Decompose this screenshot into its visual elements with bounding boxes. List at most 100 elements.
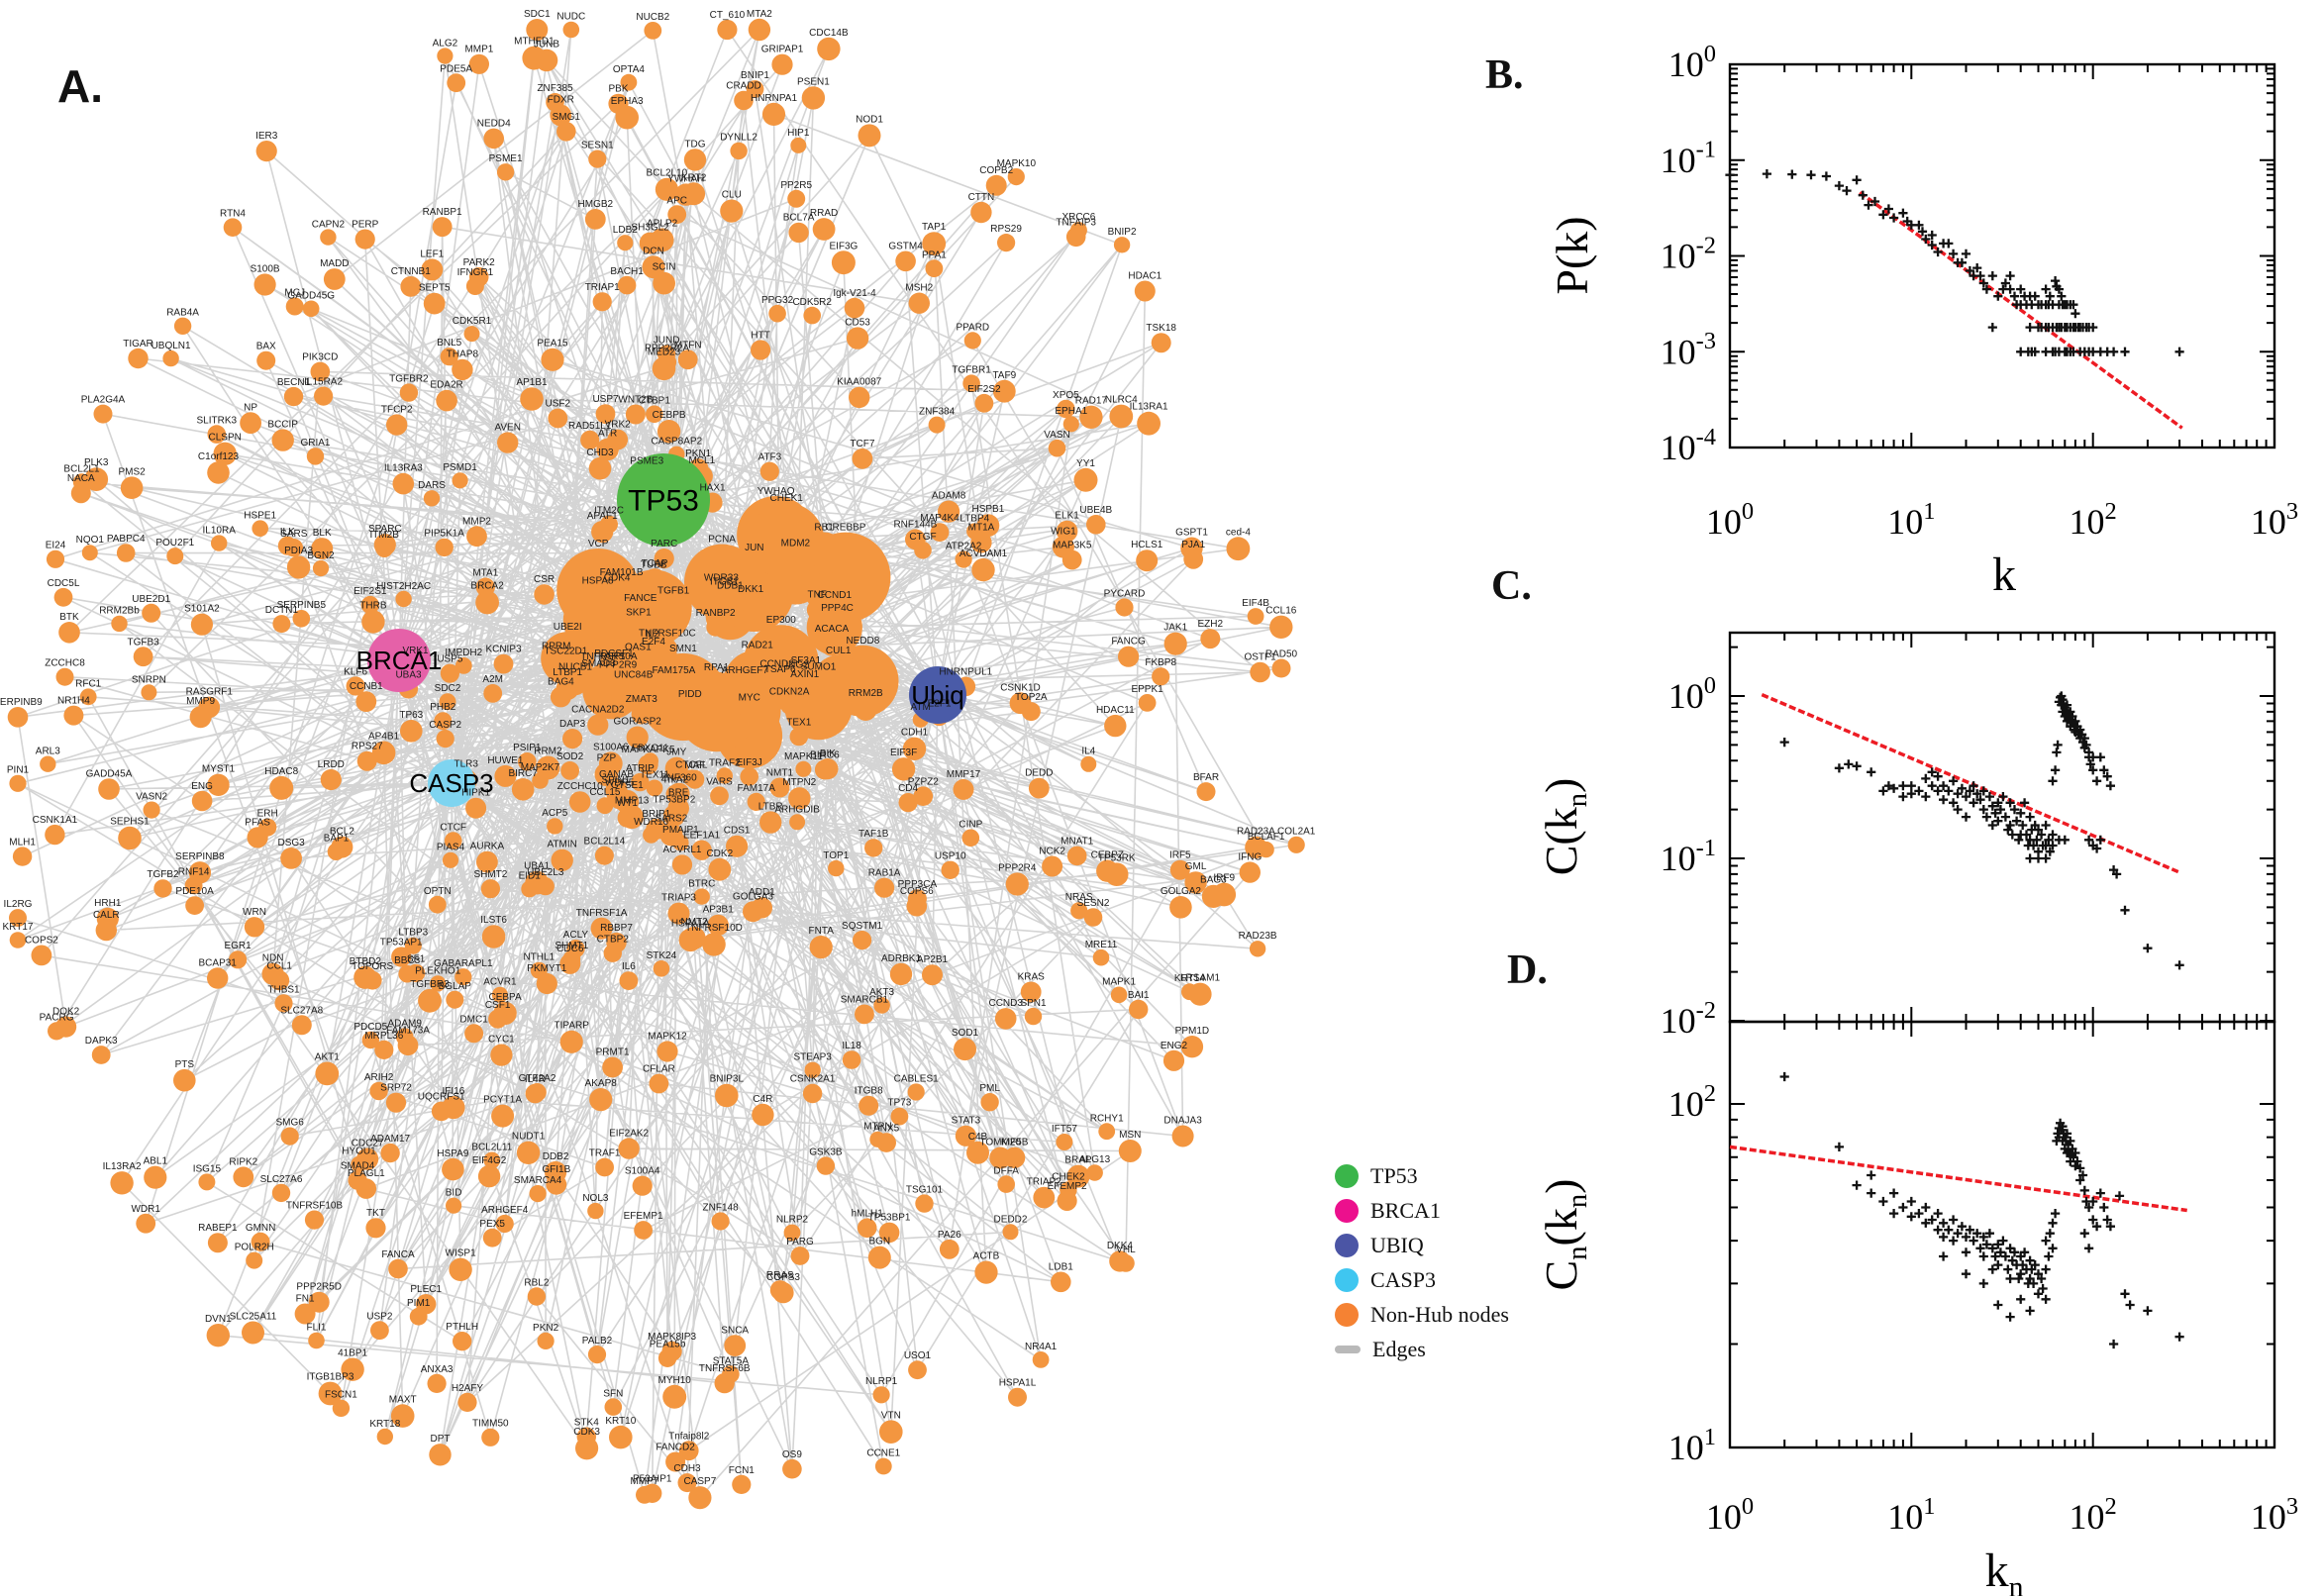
non-hub-node (788, 222, 809, 244)
node-label: S101A2 (184, 604, 220, 615)
node-label: HSPA9 (437, 1148, 468, 1159)
node-label: C1orf123 (198, 451, 240, 462)
node-label: MTA1 (472, 567, 498, 578)
node-label: RRM2B (849, 688, 883, 699)
non-hub-node (9, 774, 27, 792)
non-hub-node (430, 975, 447, 992)
node-label: CHEK1 (770, 493, 804, 504)
non-hub-node (550, 686, 571, 708)
scatter-points (1725, 169, 2184, 356)
non-hub-node (435, 538, 454, 557)
node-label: PPP4C (821, 603, 854, 614)
node-label: KCNIP3 (485, 645, 522, 655)
node-label: FLI1 (306, 1323, 326, 1334)
non-hub-node (691, 840, 712, 860)
node-label: S100B (251, 263, 280, 274)
non-hub-node (748, 502, 825, 579)
non-hub-node (1171, 1125, 1194, 1147)
node-label: BRE (668, 788, 689, 799)
node-label: BNIP3L (710, 1074, 745, 1085)
node-label: CDC27 (352, 1139, 384, 1149)
node-label: MMP17 (947, 769, 981, 780)
node-label: FKBP8 (1145, 657, 1176, 668)
node-label: BTRC (688, 878, 715, 889)
non-hub-node (747, 792, 765, 812)
node-label: MDM2 (781, 539, 811, 549)
non-hub-node (312, 559, 330, 577)
non-hub-node (671, 854, 693, 875)
node-label: GFI1B (542, 1164, 570, 1175)
node-label: PPP2R4 (998, 862, 1037, 873)
node-label: TP73 (887, 1098, 911, 1109)
node-label: NEDD8 (846, 636, 879, 647)
non-hub-node (390, 1404, 415, 1428)
node-label: GSPT1 (1175, 528, 1208, 539)
node-label: MTFN (674, 340, 702, 350)
node-label: ATF3 (758, 452, 781, 463)
node-label: ARHGDIB (774, 804, 820, 815)
non-hub-node (246, 1251, 263, 1269)
node-label: PYCARD (1104, 588, 1146, 599)
node-label: GTSE1 (611, 780, 644, 791)
node-label: CCL16 (1265, 606, 1297, 617)
node-label: CHEK2 (1052, 1171, 1085, 1182)
non-hub-node (255, 141, 277, 162)
node-label: ATR (598, 429, 617, 440)
node-label: MMP1 (464, 45, 493, 55)
node-label: RNF144B (893, 519, 937, 530)
non-hub-node (428, 895, 447, 914)
node-label: ACTB (973, 1251, 1000, 1262)
non-hub-node (136, 1213, 156, 1234)
node-label: FAM17A (738, 783, 776, 794)
node-label: SESN1 (581, 141, 614, 151)
node-label: LDB2 (613, 225, 638, 236)
node-label: DCN (643, 246, 664, 256)
node-label: ITM2C (594, 506, 624, 517)
node-label: RBBP7 (600, 923, 633, 934)
node-label: MNAT1 (1060, 837, 1094, 848)
non-hub-node (955, 1125, 977, 1147)
non-hub-node (915, 1194, 934, 1213)
non-hub-node (795, 760, 812, 777)
node-label: HYOU1 (342, 1147, 376, 1157)
node-label: TCF7 (850, 439, 874, 449)
non-hub-node (48, 1022, 66, 1041)
node-label: CUL1 (826, 646, 852, 656)
non-hub-node (463, 326, 480, 343)
non-hub-node (874, 1457, 892, 1475)
node-label: SHMT2 (473, 869, 507, 880)
non-hub-node (768, 304, 786, 323)
node-label: UBQLN1 (152, 341, 191, 351)
node-label: GMNN (246, 1223, 276, 1234)
non-hub-node (233, 1166, 254, 1188)
x-tick-label: 101 (1887, 1493, 1935, 1537)
node-label: SESN2 (1077, 898, 1110, 909)
non-hub-node (1212, 882, 1237, 907)
non-hub-node (617, 275, 637, 295)
non-hub-node (548, 408, 568, 429)
non-hub-node (308, 1332, 325, 1349)
non-hub-node (994, 1008, 1017, 1030)
non-hub-node (198, 1173, 216, 1191)
non-hub-node (285, 297, 304, 316)
node-label: MTA2 (747, 9, 772, 20)
non-hub-node (45, 824, 65, 846)
ppi-network-panel: NEDD8 KARS DDB1 UBE2I SUMO1 PCNA SMN1 VCP TUBB AR… (0, 9, 1316, 1510)
non-hub-node (58, 622, 80, 644)
non-hub-node (590, 917, 613, 940)
non-hub-node (397, 1035, 419, 1056)
x-axis-label: k (1992, 549, 2016, 601)
non-hub-node (928, 416, 946, 434)
node-label: Igk-V21-4 (833, 288, 876, 299)
node-label: SLC27A8 (280, 1005, 323, 1016)
node-label: ZNF148 (703, 1202, 740, 1213)
non-hub-node (587, 714, 609, 736)
node-label: BLK (313, 528, 332, 539)
node-label: SDC2 (435, 683, 461, 694)
node-label: AVEN (494, 422, 521, 433)
node-label: WDR1 (131, 1204, 160, 1215)
non-hub-node (1239, 861, 1262, 883)
node-label: THRB (359, 600, 387, 611)
node-label: CDK3 (573, 1427, 600, 1438)
non-hub-node (247, 827, 268, 848)
